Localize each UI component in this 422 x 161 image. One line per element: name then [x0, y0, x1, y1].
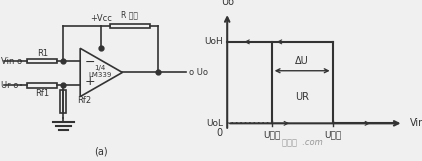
- Text: 綠线图  .com: 綠线图 .com: [282, 138, 322, 147]
- Text: R 上拉: R 上拉: [121, 11, 138, 20]
- Text: 0: 0: [216, 128, 222, 138]
- Text: −: −: [84, 56, 95, 69]
- Text: UR: UR: [295, 92, 309, 102]
- Text: +: +: [84, 75, 95, 88]
- Text: Rf2: Rf2: [77, 96, 91, 105]
- Text: 1/4: 1/4: [95, 65, 106, 71]
- Text: Ur o: Ur o: [1, 81, 19, 90]
- Text: U上限: U上限: [324, 131, 341, 140]
- Text: U下限: U下限: [263, 131, 280, 140]
- Bar: [110, 24, 150, 28]
- Bar: [27, 83, 57, 88]
- Bar: [27, 59, 57, 63]
- Text: ΔU: ΔU: [295, 56, 309, 66]
- Text: Rf1: Rf1: [35, 89, 49, 98]
- Text: Vin: Vin: [409, 118, 422, 128]
- Bar: [60, 90, 66, 113]
- Text: +Vcc: +Vcc: [90, 14, 112, 23]
- Text: o Uo: o Uo: [189, 68, 208, 77]
- Text: Uo: Uo: [221, 0, 234, 7]
- Text: (a): (a): [95, 146, 108, 156]
- Text: UoL: UoL: [206, 119, 223, 128]
- Text: LM339: LM339: [89, 72, 112, 78]
- Text: UoH: UoH: [204, 37, 223, 46]
- Text: R1: R1: [37, 49, 48, 58]
- Text: Vin o: Vin o: [1, 57, 22, 66]
